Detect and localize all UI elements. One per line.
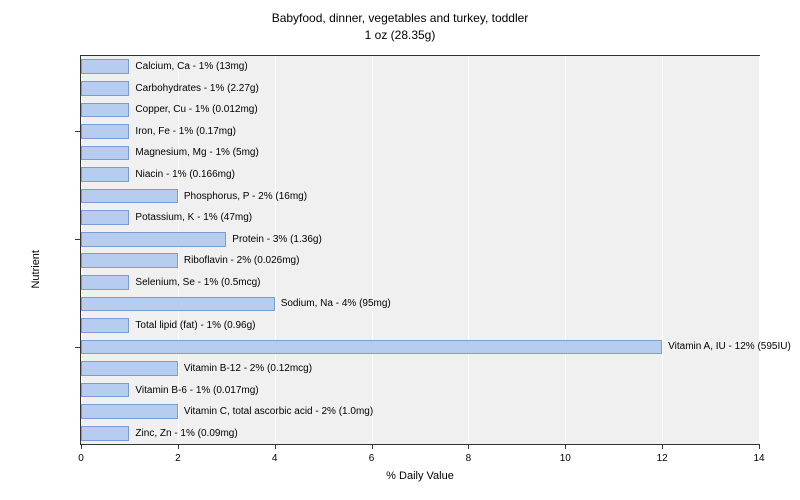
bar [81, 210, 129, 225]
bar [81, 340, 662, 355]
bar [81, 361, 178, 376]
bar-row: Vitamin A, IU - 12% (595IU) [81, 340, 791, 355]
x-tick [372, 444, 373, 449]
bar-row: Vitamin B-12 - 2% (0.12mcg) [81, 361, 312, 376]
bar-row: Iron, Fe - 1% (0.17mg) [81, 124, 236, 139]
x-tick-label: 14 [753, 453, 764, 464]
bar-row: Selenium, Se - 1% (0.5mcg) [81, 275, 260, 290]
bar-row: Riboflavin - 2% (0.026mg) [81, 253, 299, 268]
chart-container: Babyfood, dinner, vegetables and turkey,… [0, 0, 800, 500]
y-tick [75, 131, 81, 132]
bar [81, 103, 129, 118]
bar-label: Phosphorus, P - 2% (16mg) [184, 191, 307, 202]
y-tick [75, 347, 81, 348]
bar-row: Carbohydrates - 1% (2.27g) [81, 81, 259, 96]
x-tick-label: 6 [369, 453, 375, 464]
bar [81, 318, 129, 333]
y-tick [75, 239, 81, 240]
bar [81, 404, 178, 419]
bar-row: Potassium, K - 1% (47mg) [81, 210, 252, 225]
bar [81, 383, 129, 398]
bar-label: Carbohydrates - 1% (2.27g) [135, 83, 258, 94]
bar-row: Vitamin B-6 - 1% (0.017mg) [81, 383, 259, 398]
bar [81, 232, 226, 247]
x-tick [565, 444, 566, 449]
bar-label: Calcium, Ca - 1% (13mg) [135, 61, 247, 72]
x-tick-label: 8 [466, 453, 472, 464]
bar [81, 253, 178, 268]
bar-label: Total lipid (fat) - 1% (0.96g) [135, 320, 255, 331]
x-tick [468, 444, 469, 449]
plot-area: Calcium, Ca - 1% (13mg) Carbohydrates - 1… [80, 55, 760, 445]
x-tick-label: 10 [560, 453, 571, 464]
bar [81, 297, 275, 312]
bar-row: Protein - 3% (1.36g) [81, 232, 322, 247]
bar-label: Protein - 3% (1.36g) [232, 234, 322, 245]
x-tick [275, 444, 276, 449]
grid-line [759, 56, 760, 444]
bar [81, 124, 129, 139]
x-tick [178, 444, 179, 449]
bar [81, 426, 129, 441]
bar-label: Zinc, Zn - 1% (0.09mg) [135, 428, 237, 439]
x-axis-label: % Daily Value [386, 470, 454, 482]
bar-label: Vitamin B-6 - 1% (0.017mg) [135, 385, 258, 396]
bar-label: Vitamin A, IU - 12% (595IU) [668, 341, 791, 352]
x-tick [81, 444, 82, 449]
bar-label: Selenium, Se - 1% (0.5mcg) [135, 277, 260, 288]
bar-label: Copper, Cu - 1% (0.012mg) [135, 104, 257, 115]
x-tick-label: 2 [175, 453, 181, 464]
bar-row: Zinc, Zn - 1% (0.09mg) [81, 426, 238, 441]
bar [81, 275, 129, 290]
bars-wrap: Calcium, Ca - 1% (13mg) Carbohydrates - 1… [81, 56, 759, 444]
bar [81, 189, 178, 204]
bar-label: Niacin - 1% (0.166mg) [135, 169, 234, 180]
x-tick [759, 444, 760, 449]
bar-row: Niacin - 1% (0.166mg) [81, 167, 235, 182]
bar-label: Riboflavin - 2% (0.026mg) [184, 255, 300, 266]
x-tick-label: 4 [272, 453, 278, 464]
bar-row: Copper, Cu - 1% (0.012mg) [81, 103, 258, 118]
bar-row: Phosphorus, P - 2% (16mg) [81, 189, 307, 204]
chart-title: Babyfood, dinner, vegetables and turkey,… [0, 0, 800, 44]
bar-label: Vitamin B-12 - 2% (0.12mcg) [184, 363, 312, 374]
bar-row: Total lipid (fat) - 1% (0.96g) [81, 318, 255, 333]
bar [81, 146, 129, 161]
bar [81, 81, 129, 96]
bar-label: Potassium, K - 1% (47mg) [135, 212, 252, 223]
bar-label: Magnesium, Mg - 1% (5mg) [135, 147, 258, 158]
bar [81, 59, 129, 74]
bar-label: Sodium, Na - 4% (95mg) [281, 298, 391, 309]
x-tick-label: 12 [657, 453, 668, 464]
x-tick [662, 444, 663, 449]
y-axis-label: Nutrient [30, 250, 42, 289]
bar-row: Vitamin C, total ascorbic acid - 2% (1.0… [81, 404, 373, 419]
x-tick-label: 0 [78, 453, 84, 464]
bar-row: Magnesium, Mg - 1% (5mg) [81, 146, 259, 161]
bar [81, 167, 129, 182]
bar-row: Calcium, Ca - 1% (13mg) [81, 59, 248, 74]
bar-row: Sodium, Na - 4% (95mg) [81, 297, 391, 312]
bar-label: Vitamin C, total ascorbic acid - 2% (1.0… [184, 406, 373, 417]
bar-label: Iron, Fe - 1% (0.17mg) [135, 126, 236, 137]
title-line2: 1 oz (28.35g) [365, 28, 436, 42]
title-line1: Babyfood, dinner, vegetables and turkey,… [272, 11, 529, 25]
